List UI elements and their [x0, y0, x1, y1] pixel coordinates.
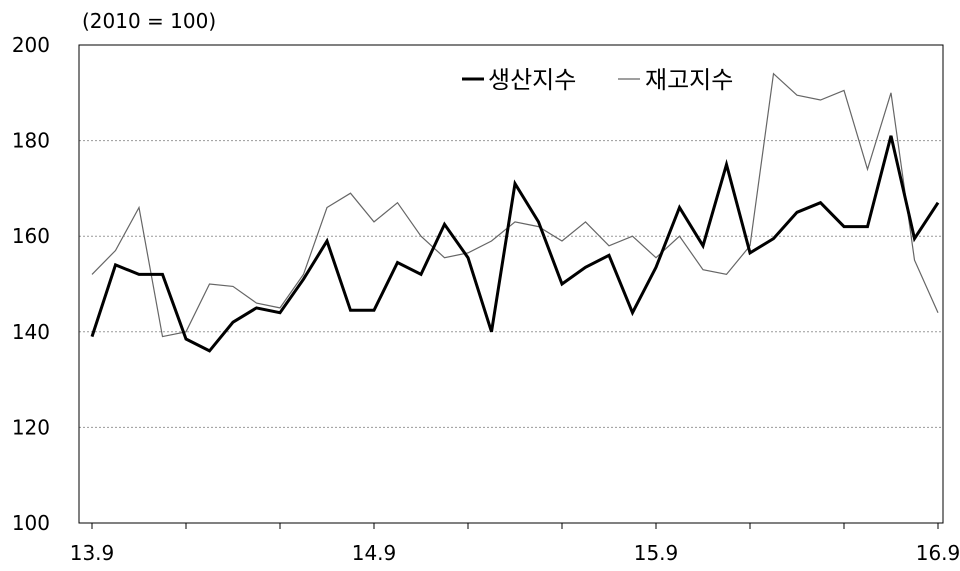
y-tick-label: 120 [12, 415, 50, 439]
plot-frame [78, 44, 944, 524]
y-tick-label: 180 [12, 129, 50, 153]
x-tick-label: 15.9 [634, 541, 679, 565]
x-tick-label: 16.9 [916, 541, 960, 565]
x-tick-label: 13.9 [70, 541, 115, 565]
x-tick-label: 14.9 [352, 541, 397, 565]
y-axis-ticks: 100 120 140 160 180 200 [12, 33, 50, 535]
legend-label-production: 생산지수 [488, 66, 576, 94]
gridlines [79, 140, 943, 428]
series-lines [90, 72, 940, 353]
y-tick-label: 100 [12, 511, 50, 535]
unit-label: (2010 = 100) [82, 9, 216, 33]
series-line-inventory [91, 72, 939, 338]
legend-label-inventory: 재고지수 [645, 66, 733, 94]
y-tick-label: 140 [12, 320, 50, 344]
series-line-production [90, 135, 940, 353]
y-tick-label: 160 [12, 224, 50, 248]
x-axis-ticks: 13.9 14.9 15.9 16.9 [70, 523, 960, 565]
y-tick-label: 200 [12, 33, 50, 57]
legend: 생산지수 재고지수 [462, 66, 733, 94]
